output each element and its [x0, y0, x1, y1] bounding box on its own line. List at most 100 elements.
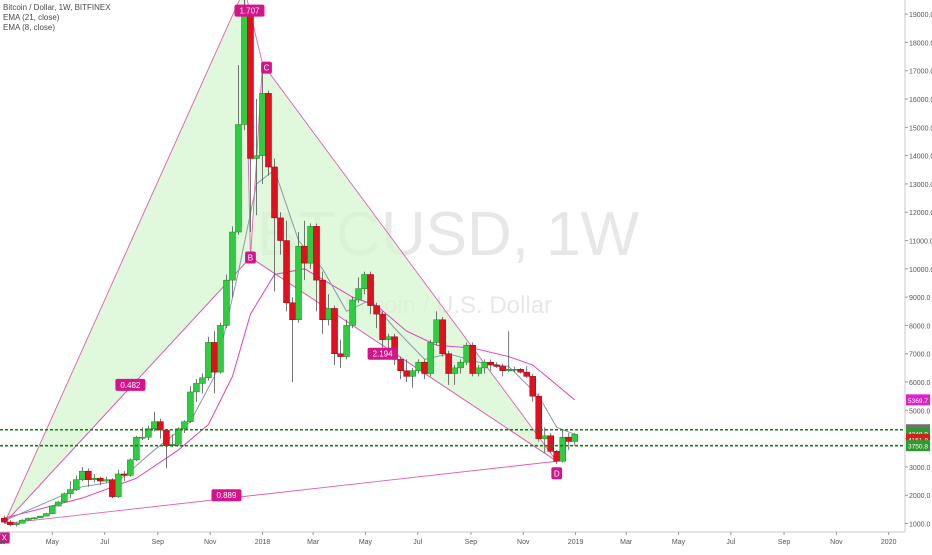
candle-body[interactable]: [271, 166, 278, 219]
candle-body[interactable]: [121, 473, 128, 476]
candle-body[interactable]: [505, 369, 512, 371]
candle-body[interactable]: [457, 361, 464, 369]
candle[interactable]: [367, 271, 374, 315]
candle-body[interactable]: [361, 274, 368, 289]
candle[interactable]: [475, 365, 482, 377]
candle-body[interactable]: [49, 505, 56, 514]
candle[interactable]: [445, 350, 452, 385]
candle[interactable]: [217, 322, 224, 374]
candle[interactable]: [229, 226, 236, 298]
candle-body[interactable]: [415, 361, 422, 371]
candle[interactable]: [421, 359, 428, 380]
candle-body[interactable]: [313, 226, 320, 281]
candle-body[interactable]: [307, 226, 314, 264]
candle-body[interactable]: [31, 517, 38, 520]
candle-body[interactable]: [319, 279, 326, 321]
candle-body[interactable]: [325, 308, 332, 321]
candle[interactable]: [25, 517, 32, 521]
candle[interactable]: [307, 223, 314, 269]
candle[interactable]: [31, 517, 38, 520]
candle-body[interactable]: [139, 436, 146, 439]
candle[interactable]: [295, 232, 302, 323]
candle[interactable]: [379, 311, 386, 349]
candle-body[interactable]: [421, 361, 428, 374]
candle[interactable]: [409, 367, 416, 388]
candle-body[interactable]: [127, 459, 134, 476]
candle[interactable]: [547, 432, 554, 453]
candle-body[interactable]: [61, 493, 68, 503]
candle-body[interactable]: [373, 305, 380, 315]
candle-body[interactable]: [565, 436, 572, 442]
candle-body[interactable]: [343, 325, 350, 357]
candle[interactable]: [289, 297, 296, 383]
candle[interactable]: [145, 425, 152, 441]
candle[interactable]: [313, 223, 320, 312]
candle-body[interactable]: [187, 391, 194, 422]
candle-body[interactable]: [571, 434, 578, 442]
candle[interactable]: [253, 99, 260, 216]
candle-body[interactable]: [241, 13, 248, 125]
candle[interactable]: [517, 367, 524, 374]
candle[interactable]: [349, 297, 356, 329]
candle[interactable]: [61, 492, 68, 503]
candle[interactable]: [223, 274, 230, 329]
candle-body[interactable]: [55, 501, 62, 507]
time-axis[interactable]: Mar May Jul Sep Nov 2018 Mar May Jul Sep Nov 2019 Ma…: [0, 531, 905, 546]
candle-body[interactable]: [523, 371, 530, 377]
candle-body[interactable]: [97, 477, 104, 482]
candle[interactable]: [499, 363, 506, 377]
candle-body[interactable]: [547, 435, 554, 452]
candle-body[interactable]: [475, 367, 482, 374]
candle[interactable]: [19, 519, 26, 524]
candle-body[interactable]: [37, 515, 44, 519]
price-axis[interactable]: 1000.02000.03000.04000.05000.06000.07000…: [904, 0, 932, 532]
candle[interactable]: [331, 305, 338, 366]
candle-body[interactable]: [403, 370, 410, 377]
candle[interactable]: [103, 476, 110, 483]
candle-body[interactable]: [535, 395, 542, 439]
candle-body[interactable]: [259, 93, 266, 156]
candle-body[interactable]: [229, 231, 236, 281]
candle-body[interactable]: [73, 479, 80, 490]
candle-body[interactable]: [283, 240, 290, 304]
candle-body[interactable]: [205, 342, 212, 379]
candle[interactable]: [451, 365, 458, 385]
candle[interactable]: [457, 359, 464, 374]
candle[interactable]: [49, 505, 56, 514]
candle-body[interactable]: [91, 477, 98, 480]
candle-body[interactable]: [469, 344, 476, 374]
candle[interactable]: [205, 336, 212, 381]
candle-body[interactable]: [355, 288, 362, 301]
candle[interactable]: [373, 302, 380, 329]
candle[interactable]: [1, 515, 8, 523]
candle[interactable]: [439, 316, 446, 357]
candle-body[interactable]: [13, 522, 20, 525]
candles[interactable]: [1, 0, 578, 527]
candle-body[interactable]: [277, 217, 284, 241]
candle-body[interactable]: [145, 428, 152, 438]
candle-body[interactable]: [481, 361, 488, 369]
candle[interactable]: [337, 339, 344, 368]
candle[interactable]: [7, 520, 14, 527]
candle-body[interactable]: [1, 517, 8, 523]
candle[interactable]: [43, 512, 50, 517]
candle-body[interactable]: [163, 429, 170, 446]
candle-body[interactable]: [133, 436, 140, 461]
candle-body[interactable]: [247, 13, 254, 159]
candle[interactable]: [187, 386, 194, 424]
candle-body[interactable]: [193, 383, 200, 393]
candle-body[interactable]: [463, 344, 470, 363]
candle[interactable]: [463, 342, 470, 366]
candle[interactable]: [55, 500, 62, 507]
candle-body[interactable]: [517, 369, 524, 373]
horizontal-levels[interactable]: [0, 428, 905, 447]
candle[interactable]: [121, 471, 128, 482]
candle[interactable]: [211, 331, 218, 394]
candle-body[interactable]: [499, 366, 506, 371]
candle-body[interactable]: [433, 319, 440, 343]
candle-body[interactable]: [439, 319, 446, 354]
candle-body[interactable]: [553, 451, 560, 462]
candle[interactable]: [529, 373, 536, 402]
candle[interactable]: [271, 158, 278, 292]
